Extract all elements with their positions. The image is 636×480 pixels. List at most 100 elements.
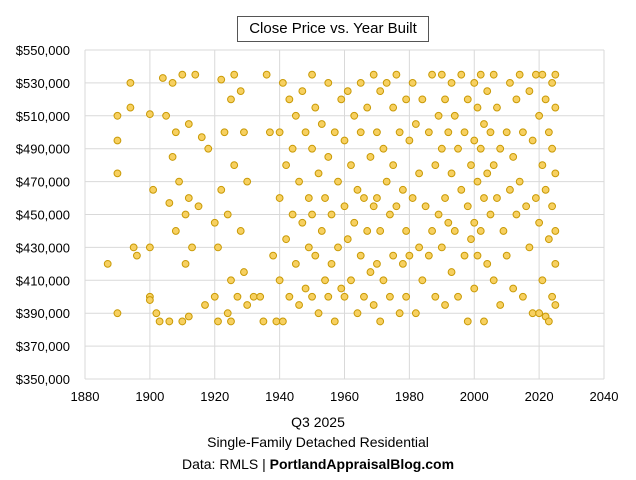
data-point	[324, 153, 333, 161]
data-point	[535, 111, 544, 120]
data-point	[321, 276, 329, 285]
data-point	[340, 292, 349, 301]
data-point	[544, 235, 553, 244]
data-point	[541, 185, 550, 194]
data-point	[437, 70, 446, 79]
data-point	[389, 251, 398, 260]
x-tick-label: 1960	[330, 389, 359, 404]
data-point	[223, 309, 232, 318]
data-point	[314, 169, 323, 178]
data-point	[541, 95, 550, 104]
y-tick-label: $550,000	[16, 43, 70, 58]
data-point	[467, 161, 475, 170]
data-point	[184, 120, 193, 128]
data-point	[275, 128, 284, 137]
data-point	[350, 111, 359, 120]
data-point	[145, 243, 154, 252]
data-point	[356, 79, 365, 87]
data-point	[191, 70, 200, 79]
data-point	[363, 103, 372, 112]
data-point	[386, 210, 394, 219]
data-point	[262, 70, 271, 79]
data-point	[171, 128, 180, 137]
data-point	[551, 70, 560, 79]
data-point	[145, 110, 154, 119]
data-point	[437, 243, 446, 252]
data-point	[304, 194, 313, 202]
data-point	[525, 87, 534, 96]
data-point	[317, 120, 326, 128]
source-prefix: Data: RMLS |	[181, 456, 270, 472]
data-point	[395, 309, 404, 318]
data-point	[548, 79, 556, 87]
data-point	[230, 161, 239, 170]
gridlines	[84, 49, 605, 380]
data-point	[395, 128, 404, 137]
data-point	[230, 70, 239, 79]
data-point	[457, 185, 466, 194]
y-tick-label: $390,000	[16, 306, 70, 321]
data-point	[236, 227, 245, 235]
data-point	[308, 70, 316, 79]
data-point	[214, 317, 222, 326]
data-point	[288, 210, 297, 219]
data-point	[531, 194, 540, 202]
data-point	[434, 210, 443, 219]
data-point	[285, 292, 294, 301]
data-point	[444, 128, 453, 137]
data-point	[483, 169, 492, 178]
data-point	[548, 202, 556, 211]
data-point	[181, 259, 190, 268]
data-point	[538, 161, 547, 170]
data-point	[447, 268, 456, 276]
data-point	[311, 251, 320, 260]
data-point	[493, 194, 501, 202]
data-point	[519, 128, 527, 137]
y-tick-label: $370,000	[16, 339, 70, 354]
y-tick-label: $450,000	[16, 208, 70, 223]
data-point	[369, 202, 378, 211]
data-point	[476, 70, 485, 79]
data-point	[366, 268, 375, 276]
data-point	[249, 292, 258, 301]
data-point	[499, 227, 508, 235]
data-point	[470, 136, 479, 145]
data-point	[450, 227, 459, 235]
data-point	[308, 292, 316, 301]
data-point	[282, 161, 291, 170]
data-point	[373, 128, 381, 137]
data-point	[204, 144, 213, 153]
data-point	[175, 177, 183, 186]
data-point	[512, 210, 521, 219]
chart-source: Data: RMLS | PortlandAppraisalBlog.com	[0, 455, 636, 473]
data-point	[184, 194, 193, 202]
data-point	[408, 194, 417, 202]
data-point	[470, 79, 479, 87]
data-point	[544, 128, 553, 137]
data-point	[288, 144, 297, 153]
data-point	[334, 243, 342, 252]
data-point	[327, 259, 336, 268]
data-point	[227, 276, 235, 285]
data-point	[278, 79, 287, 87]
x-axis-label: Q3 2025	[291, 414, 345, 430]
data-point	[129, 243, 138, 252]
data-point	[243, 177, 252, 186]
data-points	[103, 70, 560, 326]
data-point	[496, 301, 505, 309]
data-point	[389, 161, 398, 170]
data-point	[405, 136, 414, 145]
data-point	[317, 227, 326, 235]
data-point	[220, 128, 229, 137]
data-point	[506, 185, 514, 194]
data-point	[476, 227, 485, 235]
data-point	[282, 235, 291, 244]
data-point	[178, 317, 187, 326]
data-point	[402, 227, 411, 235]
data-point	[275, 194, 284, 202]
data-point	[470, 284, 479, 293]
data-point	[376, 87, 385, 96]
x-tick-label: 1920	[200, 389, 229, 404]
x-tick-label: 1900	[135, 389, 164, 404]
data-point	[240, 268, 248, 276]
